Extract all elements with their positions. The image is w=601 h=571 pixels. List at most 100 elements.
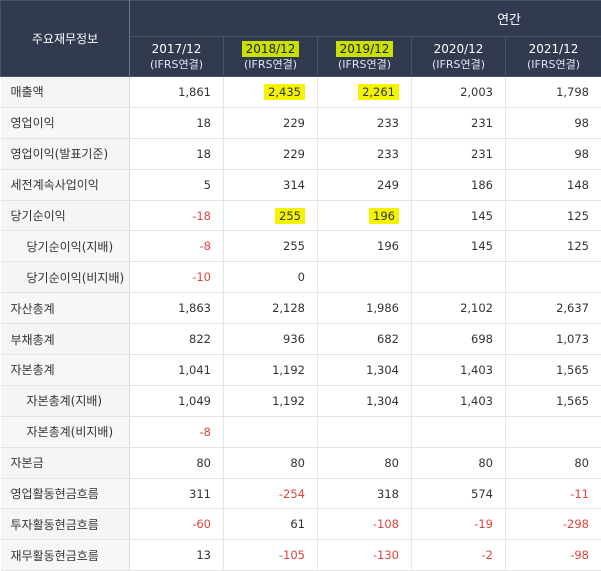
value-cell: 314 [224, 169, 318, 200]
row-label[interactable]: 매출액 [1, 77, 130, 108]
value-cell: 1,304 [318, 385, 412, 416]
value-text: -60 [192, 517, 211, 531]
value-text: -105 [279, 548, 305, 562]
value-cell: 1,565 [506, 385, 601, 416]
value-cell: -60 [130, 509, 224, 540]
value-cell: 80 [130, 447, 224, 478]
row-label[interactable]: 자본금 [1, 447, 130, 478]
row-label[interactable]: 영업이익(발표기준) [1, 138, 130, 169]
value-cell: 936 [224, 324, 318, 355]
value-cell: -19 [412, 509, 506, 540]
value-text: 698 [471, 332, 493, 346]
table-row: 자본총계(비지배)-8 [1, 416, 601, 447]
value-text: 2,435 [264, 84, 305, 100]
row-label[interactable]: 부채총계 [1, 324, 130, 355]
value-cell: 1,861 [130, 77, 224, 108]
row-label[interactable]: 투자활동현금흐름 [1, 509, 130, 540]
value-text: 682 [377, 332, 399, 346]
value-text: 229 [283, 116, 305, 130]
value-cell: 1,986 [318, 293, 412, 324]
value-text: 145 [471, 209, 493, 223]
value-text: 80 [384, 456, 399, 470]
value-text: 80 [478, 456, 493, 470]
value-text: 1,304 [366, 363, 399, 377]
value-text: 0 [298, 270, 305, 284]
value-text: 148 [567, 178, 589, 192]
year-header-2019-12[interactable]: 2019/12(IFRS연결) [318, 37, 412, 77]
value-text: 249 [377, 178, 399, 192]
value-cell: 822 [130, 324, 224, 355]
value-cell: 98 [506, 138, 601, 169]
value-cell: 2,128 [224, 293, 318, 324]
year-basis-label: (IFRS연결) [318, 57, 411, 73]
value-cell [412, 416, 506, 447]
value-cell [224, 416, 318, 447]
value-text: 822 [189, 332, 211, 346]
value-text: 145 [471, 239, 493, 253]
value-text: 2,003 [460, 85, 493, 99]
value-cell: 125 [506, 231, 601, 262]
value-text: 574 [471, 487, 493, 501]
value-text: 1,041 [178, 363, 211, 377]
value-text: 1,403 [460, 363, 493, 377]
year-header-2017-12[interactable]: 2017/12(IFRS연결) [130, 37, 224, 77]
row-label[interactable]: 세전계속사업이익 [1, 169, 130, 200]
value-cell: 233 [318, 107, 412, 138]
value-cell: 1,073 [506, 324, 601, 355]
value-text: 1,565 [556, 363, 589, 377]
row-label[interactable]: 자본총계 [1, 355, 130, 386]
year-label: 2021/12 [525, 41, 583, 57]
value-text: 196 [369, 208, 399, 224]
value-text: -130 [373, 548, 399, 562]
row-label[interactable]: 영업이익 [1, 107, 130, 138]
value-cell: 80 [224, 447, 318, 478]
value-text: 80 [196, 456, 211, 470]
year-header-2018-12[interactable]: 2018/12(IFRS연결) [224, 37, 318, 77]
value-text: 18 [196, 116, 211, 130]
year-header-2020-12[interactable]: 2020/12(IFRS연결) [412, 37, 506, 77]
row-label[interactable]: 영업활동현금흐름 [1, 478, 130, 509]
value-cell: 61 [224, 509, 318, 540]
value-text: 318 [377, 487, 399, 501]
value-text: 61 [290, 517, 305, 531]
value-cell: -254 [224, 478, 318, 509]
year-basis-label: (IFRS연결) [224, 57, 317, 73]
year-basis-label: (IFRS연결) [506, 57, 601, 73]
row-label: 자본총계(비지배) [1, 416, 130, 447]
value-cell: 18 [130, 107, 224, 138]
value-text: 98 [574, 147, 589, 161]
year-label: 2020/12 [430, 41, 488, 57]
value-cell: 233 [318, 138, 412, 169]
year-header-2021-12[interactable]: 2021/12(IFRS연결) [506, 37, 601, 77]
value-text: 314 [283, 178, 305, 192]
value-cell: -105 [224, 540, 318, 571]
value-cell [506, 262, 601, 293]
value-cell: 196 [318, 200, 412, 231]
value-cell: 1,403 [412, 385, 506, 416]
value-cell: 229 [224, 138, 318, 169]
year-label: 2017/12 [148, 41, 206, 57]
year-basis-label: (IFRS연결) [130, 57, 223, 73]
row-label[interactable]: 당기순이익 [1, 200, 130, 231]
value-text: -19 [474, 517, 493, 531]
value-cell: 80 [506, 447, 601, 478]
value-cell: 148 [506, 169, 601, 200]
value-cell [318, 416, 412, 447]
value-cell: -10 [130, 262, 224, 293]
value-cell: 2,003 [412, 77, 506, 108]
row-label[interactable]: 자산총계 [1, 293, 130, 324]
value-cell: -98 [506, 540, 601, 571]
value-text: 13 [196, 548, 211, 562]
row-label[interactable]: 재무활동현금흐름 [1, 540, 130, 571]
value-cell: 1,863 [130, 293, 224, 324]
value-text: 231 [471, 116, 493, 130]
value-text: -108 [373, 517, 399, 531]
